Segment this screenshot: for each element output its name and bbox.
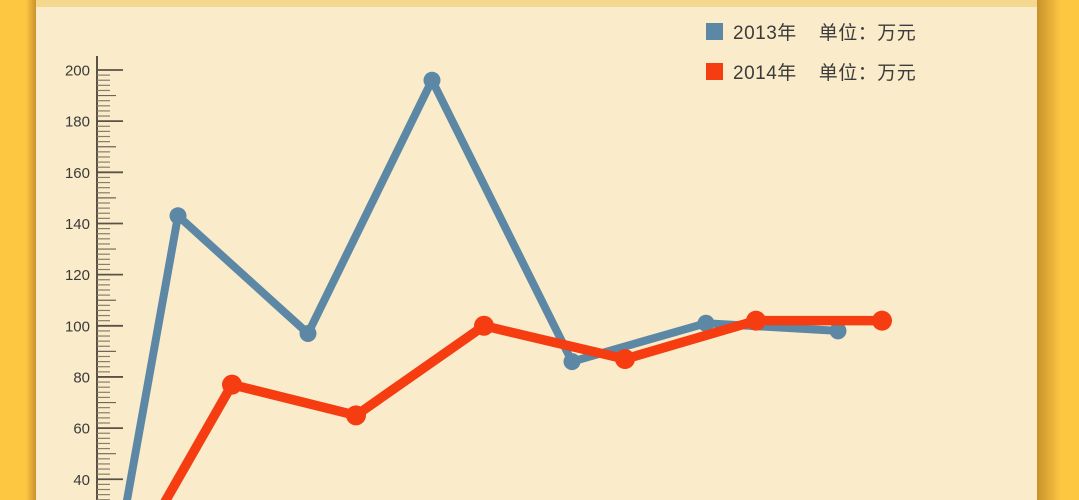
data-point-2013年 — [299, 324, 317, 342]
series-line-2014年 — [160, 315, 887, 500]
data-point-2014年 — [872, 310, 892, 331]
y-axis-label: 80 — [73, 369, 90, 386]
legend-item-2014: 2014年 单位：万元 — [706, 60, 917, 84]
legend-unit-2013: 单位：万元 — [818, 22, 917, 44]
y-axis-label: 140 — [65, 216, 90, 233]
page-right-margin — [1037, 0, 1079, 500]
data-point-2013年 — [563, 353, 581, 371]
legend-swatch-2013-icon — [706, 22, 723, 40]
legend-label-2013: 2013年 — [733, 22, 797, 44]
data-point-2014年 — [222, 374, 242, 395]
data-point-2014年 — [746, 310, 766, 331]
legend: 2013年 单位：万元 2014年 单位：万元 — [706, 20, 916, 100]
legend-item-2013: 2013年 单位：万元 — [706, 20, 917, 44]
data-point-2013年 — [169, 207, 187, 225]
y-axis-label: 60 — [73, 421, 90, 438]
y-axis-label: 200 — [65, 63, 90, 80]
y-axis-label: 160 — [65, 165, 90, 182]
y-axis-label: 40 — [73, 472, 90, 489]
y-axis-label: 120 — [65, 267, 90, 284]
y-axis-label: 180 — [65, 114, 90, 131]
data-point-2014年 — [615, 349, 635, 370]
legend-label-2014: 2014年 — [733, 62, 797, 84]
y-axis-label: 100 — [65, 318, 90, 335]
data-point-2013年 — [423, 71, 441, 89]
panel-top-strip — [36, 0, 1037, 7]
data-point-2013年 — [829, 322, 847, 340]
data-point-2013年 — [697, 314, 715, 332]
page-left-margin — [0, 0, 36, 500]
series-line-2013年 — [122, 76, 842, 500]
legend-unit-2014: 单位：万元 — [818, 62, 917, 84]
data-point-2014年 — [346, 405, 366, 426]
legend-swatch-2014-icon — [706, 62, 723, 80]
data-point-2014年 — [474, 315, 494, 336]
